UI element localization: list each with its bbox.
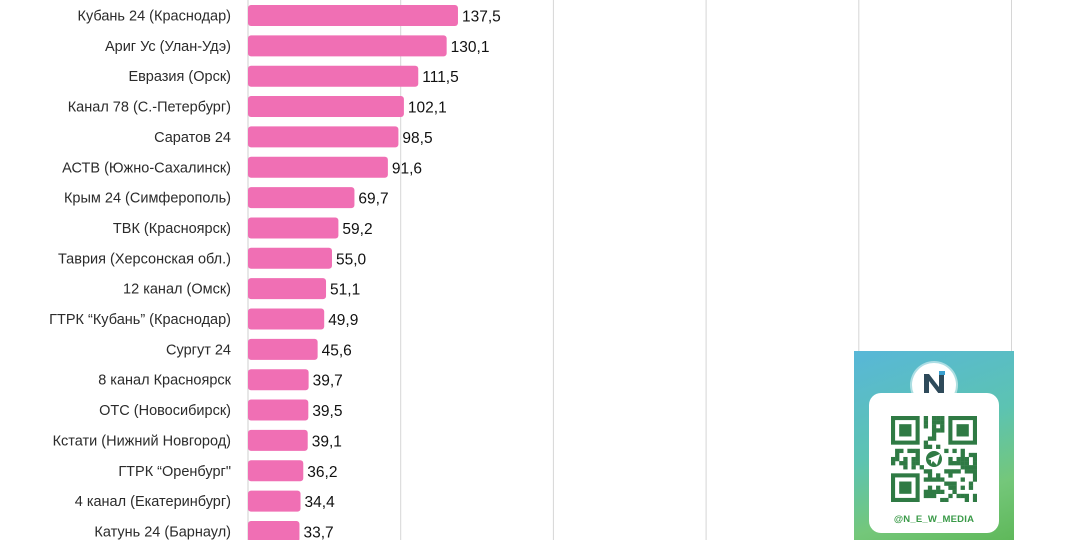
bar-5[interactable] [248,156,388,178]
value-labels: 137,5 130,1 111,5 102,1 98,5 91,669,7 59,2 55,0… [303,9,500,540]
category-label-10: ГТРК “Кубань” (Краснодар) [49,312,231,328]
value-label-8: 55,0 [336,251,367,268]
bar-9[interactable] [248,278,327,300]
value-label-6: 69,7 [358,191,388,208]
category-label-1: Ариг Ус (Улан-Удэ) [105,39,231,55]
category-label-4: Саратов 24 [154,130,231,146]
bar-0[interactable] [248,5,458,26]
qr-promo-card[interactable]: @N_E_W_MEDIA [854,351,1014,540]
bar-15[interactable] [248,460,304,482]
qr-panel: @N_E_W_MEDIA [869,393,999,533]
category-label-15: ГТРК “Оренбург" [118,464,231,480]
telegram-qr-code-icon[interactable] [891,416,977,502]
bar-7[interactable] [248,217,339,239]
category-label-16: 4 канал (Екатеринбург) [75,494,231,510]
value-label-5: 91,6 [392,160,422,177]
chart-bars [248,5,458,540]
category-label-13: ОТС (Новосибирск) [99,403,231,419]
value-label-11: 45,6 [322,342,352,359]
category-label-9: 12 канал (Омск) [123,282,231,298]
value-label-17: 33,7 [303,524,333,540]
category-label-5: АСТВ (Южно-Сахалинск) [62,160,231,176]
bar-3[interactable] [248,96,404,118]
category-label-3: Канал 78 (С.-Петербург) [68,100,231,116]
value-label-16: 34,4 [305,494,336,511]
bar-14[interactable] [248,429,308,451]
category-label-12: 8 канал Красноярск [98,373,231,389]
category-label-7: ТВК (Красноярск) [113,221,231,237]
value-label-2: 111,5 [422,69,459,86]
category-label-2: Евразия (Орск) [128,69,231,85]
value-label-15: 36,2 [307,464,337,481]
bar-2[interactable] [248,65,419,87]
value-label-13: 39,5 [312,403,342,420]
bar-17[interactable] [248,520,300,540]
value-label-12: 39,7 [313,373,343,390]
category-label-6: Крым 24 (Симферополь) [64,191,231,207]
bar-16[interactable] [248,490,301,512]
category-label-17: Катунь 24 (Барнаул) [94,524,231,540]
value-label-14: 39,1 [312,433,342,450]
category-label-14: Кстати (Нижний Новгород) [53,433,231,449]
bar-8[interactable] [248,247,332,269]
value-label-1: 130,1 [451,39,490,56]
category-label-0: Кубань 24 (Краснодар) [78,9,231,25]
value-label-4: 98,5 [402,130,432,147]
value-label-9: 51,1 [330,282,360,299]
bar-10[interactable] [248,308,325,330]
bar-4[interactable] [248,126,399,148]
category-label-11: Сургут 24 [166,342,231,358]
bar-13[interactable] [248,399,309,421]
category-label-8: Таврия (Херсонская обл.) [58,251,231,267]
bar-1[interactable] [248,35,447,57]
bar-12[interactable] [248,369,309,391]
bar-11[interactable] [248,338,318,360]
chart-gridlines [247,0,1012,540]
value-label-7: 59,2 [342,221,372,238]
value-label-10: 49,9 [328,312,358,329]
telegram-handle[interactable]: @N_E_W_MEDIA [893,514,975,525]
category-labels: Кубань 24 (Краснодар) Ариг Ус (Улан-Удэ) Е… [49,9,231,540]
value-label-0: 137,5 [462,9,501,26]
bar-6[interactable] [248,187,355,209]
value-label-3: 102,1 [408,100,447,117]
